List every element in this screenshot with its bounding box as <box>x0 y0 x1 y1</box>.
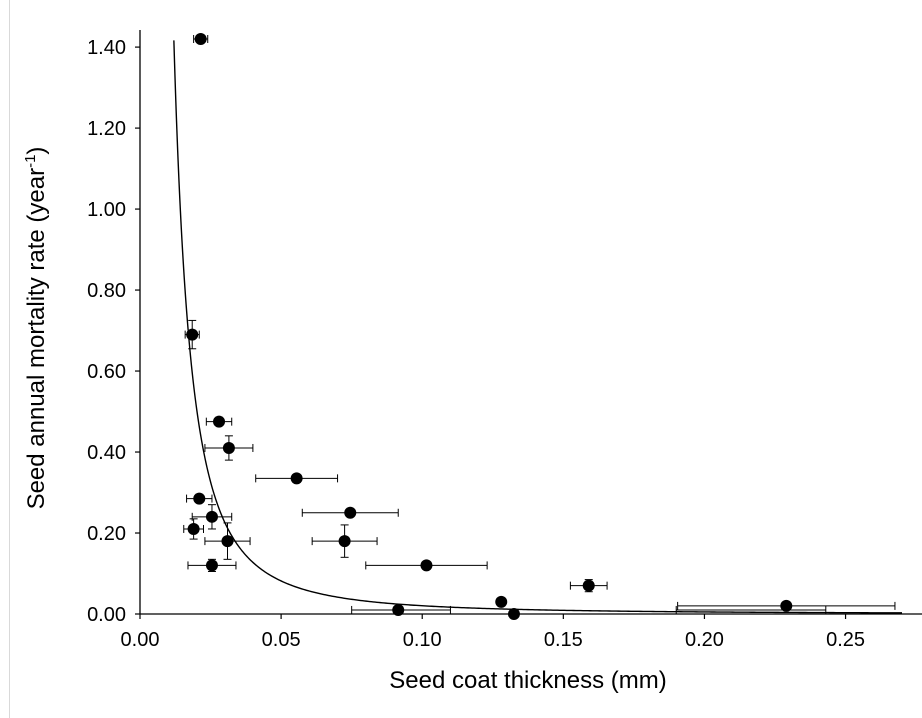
axes <box>135 30 922 619</box>
y-axis-title-close: ) <box>23 147 50 155</box>
x-tick-label: 0.20 <box>685 629 724 651</box>
data-point <box>338 535 351 548</box>
y-tick-label: 1.40 <box>87 37 126 59</box>
y-tick-label: 1.00 <box>87 199 126 221</box>
tick-labels: 0.00 0.20 0.40 0.60 0.80 1.00 1.20 1.40 0.00 0.05… <box>87 37 865 651</box>
data-point <box>194 33 207 45</box>
y-axis-title-main: Seed annual mortality rate (year <box>23 168 50 510</box>
data-point <box>507 608 520 620</box>
y-axis-title-superscript: -1 <box>22 155 39 168</box>
data-point <box>290 472 303 485</box>
fit-curve-line <box>173 40 903 614</box>
y-tick-label: 1.20 <box>87 118 126 140</box>
data-point <box>221 535 234 548</box>
y-tick-label: 0.20 <box>87 523 126 545</box>
x-tick-label: 0.15 <box>544 629 583 651</box>
y-tick-label: 0.40 <box>87 442 126 464</box>
data-point <box>420 559 433 572</box>
x-tick-label: 0.10 <box>403 629 442 651</box>
error-bars <box>183 35 896 614</box>
left-border-line <box>9 0 10 718</box>
x-tick-label: 0.25 <box>826 629 865 651</box>
data-point <box>222 441 235 454</box>
data-point <box>193 492 206 505</box>
data-point <box>582 579 595 592</box>
data-point <box>780 599 793 612</box>
x-axis-title: Seed coat thickness (mm) <box>389 667 666 694</box>
data-point <box>213 415 226 428</box>
y-tick-label: 0.00 <box>87 604 126 626</box>
y-axis-title: Seed annual mortality rate (year-1) <box>22 147 50 510</box>
data-point <box>344 506 357 519</box>
data-points <box>186 33 793 620</box>
data-point <box>205 510 218 523</box>
y-tick-label: 0.80 <box>87 280 126 302</box>
x-tick-label: 0.00 <box>121 629 160 651</box>
data-point <box>205 559 218 572</box>
data-point <box>495 595 508 608</box>
data-point <box>187 522 200 535</box>
data-point <box>186 328 199 341</box>
y-tick-label: 0.60 <box>87 361 126 383</box>
fit-curve-layer <box>173 40 903 614</box>
x-tick-label: 0.05 <box>262 629 301 651</box>
data-point <box>392 603 405 616</box>
